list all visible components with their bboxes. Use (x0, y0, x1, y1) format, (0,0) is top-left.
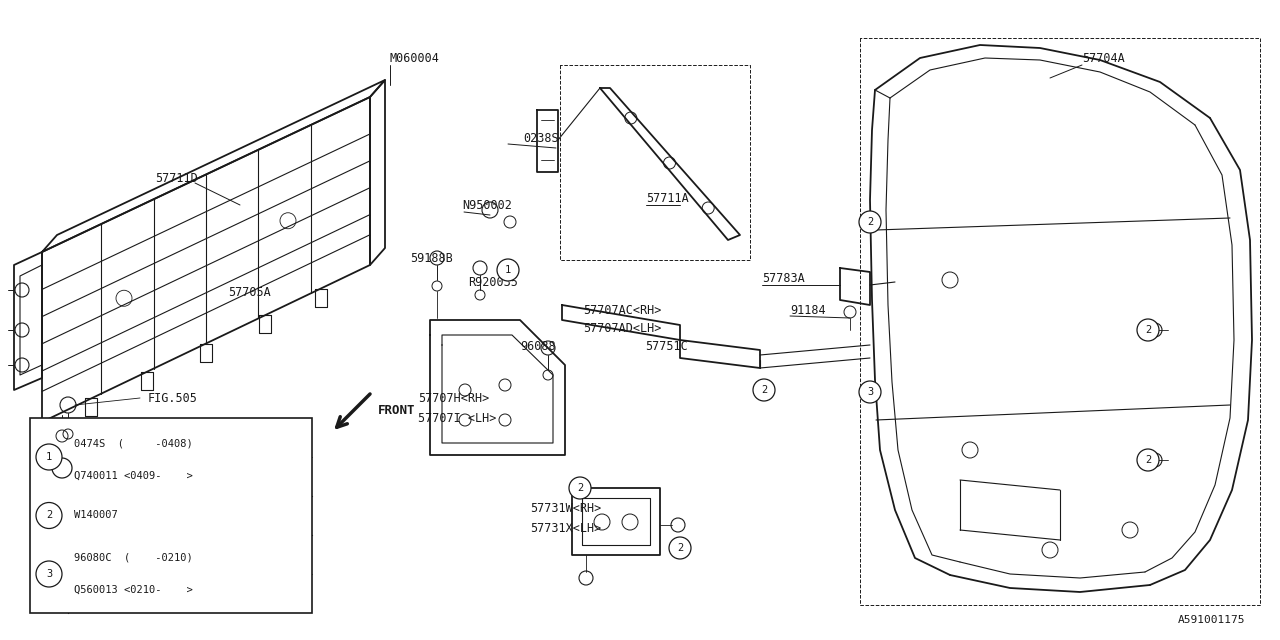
Text: 57783A: 57783A (762, 271, 805, 285)
Circle shape (753, 379, 774, 401)
Text: M060004: M060004 (390, 51, 440, 65)
Text: Q740011 <0409-    >: Q740011 <0409- > (74, 471, 193, 481)
Circle shape (1137, 319, 1158, 341)
Circle shape (36, 444, 61, 470)
Circle shape (36, 561, 61, 587)
Text: 57731W<RH>: 57731W<RH> (530, 502, 602, 515)
Circle shape (36, 502, 61, 529)
Text: 1: 1 (504, 265, 511, 275)
Text: 96088: 96088 (520, 339, 556, 353)
Text: 59188B: 59188B (410, 252, 453, 264)
Text: 2: 2 (1144, 325, 1151, 335)
Circle shape (570, 477, 591, 499)
Text: W140007: W140007 (74, 510, 118, 520)
Text: 91184: 91184 (790, 303, 826, 317)
Text: 2: 2 (677, 543, 684, 553)
Text: 3: 3 (46, 569, 52, 579)
Text: M120047: M120047 (42, 433, 92, 447)
Text: N950002: N950002 (462, 198, 512, 211)
Circle shape (669, 537, 691, 559)
Text: 57731X<LH>: 57731X<LH> (530, 522, 602, 534)
Text: FRONT: FRONT (378, 403, 416, 417)
Circle shape (859, 381, 881, 403)
Text: 2: 2 (760, 385, 767, 395)
Text: 2: 2 (867, 217, 873, 227)
Text: 57707AD<LH>: 57707AD<LH> (582, 321, 662, 335)
Text: Q560013 <0210-    >: Q560013 <0210- > (74, 585, 193, 595)
Text: 2: 2 (46, 511, 52, 520)
Text: 57751C: 57751C (645, 339, 687, 353)
Text: R920035: R920035 (468, 275, 518, 289)
Text: 2: 2 (577, 483, 584, 493)
Text: FIG.505: FIG.505 (148, 392, 198, 404)
Text: 57707AC<RH>: 57707AC<RH> (582, 303, 662, 317)
Text: 57707I <LH>: 57707I <LH> (419, 412, 497, 424)
Text: 1: 1 (46, 452, 52, 462)
Text: A591001175: A591001175 (1178, 615, 1245, 625)
Text: 57704A: 57704A (1082, 51, 1125, 65)
Text: 0474S  (     -0408): 0474S ( -0408) (74, 438, 193, 448)
Text: 57707H<RH>: 57707H<RH> (419, 392, 489, 404)
Text: 3: 3 (867, 387, 873, 397)
Text: 96080C  (    -0210): 96080C ( -0210) (74, 553, 193, 563)
Circle shape (497, 259, 518, 281)
Circle shape (859, 211, 881, 233)
Text: 2: 2 (1144, 455, 1151, 465)
Text: 57711A: 57711A (646, 191, 689, 205)
Bar (29, 418, 312, 613)
Text: 0238S: 0238S (524, 131, 558, 145)
Text: 57711D: 57711D (155, 172, 197, 184)
Text: 57705A: 57705A (228, 285, 271, 298)
Circle shape (1137, 449, 1158, 471)
